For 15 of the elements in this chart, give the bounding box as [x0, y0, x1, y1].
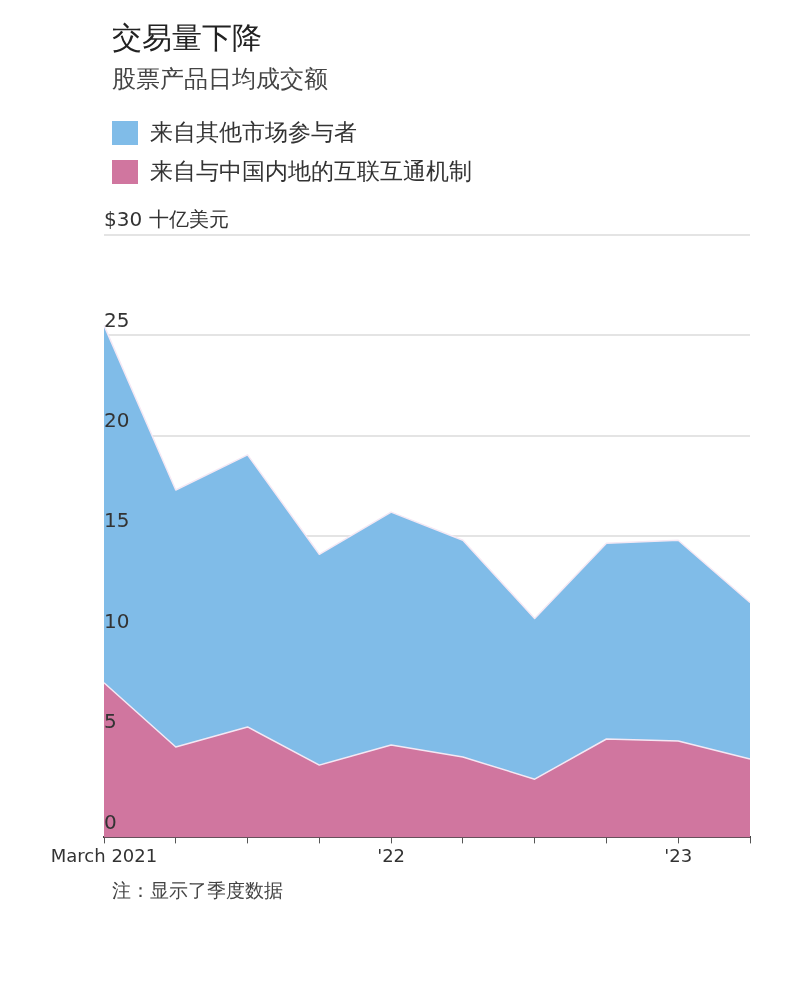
y-tick-label: 15 [104, 508, 130, 533]
y-tick-label: 20 [104, 408, 130, 432]
x-tick-label: '23 [664, 844, 693, 866]
x-tick-label: March 2021 [50, 844, 158, 866]
y-tick-label: 10 [104, 608, 130, 633]
chart-subtitle: 股票产品日均成交额 [112, 64, 329, 95]
chart-title: 交易量下降 [112, 19, 263, 57]
text: 注：显示了季度数据 [112, 878, 284, 903]
legend-label: 来自与中国内地的互联互通机制 [150, 157, 472, 186]
y-tick-label: 25 [104, 307, 130, 332]
y-tick-label: 5 [104, 709, 117, 734]
x-tick-label: '22 [377, 844, 406, 866]
legend-label: 来自其他市场参与者 [150, 118, 357, 147]
y-tick-label: 0 [104, 809, 117, 834]
y-tick-label: $30 十亿美元 [104, 207, 229, 232]
